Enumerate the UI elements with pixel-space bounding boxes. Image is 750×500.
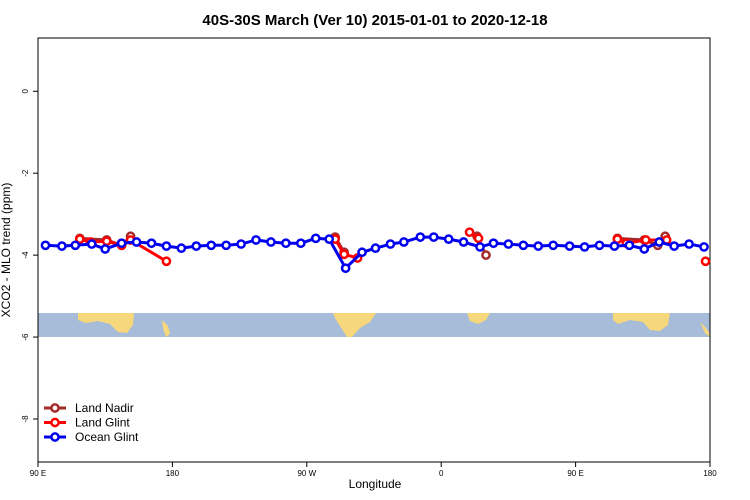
y-tick-label: -2 (21, 169, 30, 177)
data-point (564, 241, 575, 251)
data-point (473, 233, 484, 244)
data-point (221, 240, 232, 251)
x-tick-label: 90 W (297, 469, 316, 478)
data-point (464, 227, 475, 238)
data-point (266, 237, 276, 247)
data-point (370, 243, 381, 254)
data-point (295, 238, 306, 249)
data-point (86, 239, 97, 249)
y-tick-label: -8 (21, 415, 30, 423)
x-tick-label: 180 (166, 469, 180, 478)
data-point (131, 237, 142, 247)
data-point (399, 237, 409, 247)
x-tick-label: 180 (703, 469, 717, 478)
data-point (340, 263, 351, 274)
data-point (699, 242, 709, 252)
data-point (684, 239, 694, 249)
data-point (236, 239, 246, 249)
data-point (624, 240, 635, 251)
data-point (654, 237, 665, 247)
data-point (339, 249, 349, 260)
x-tick-label: 90 E (30, 469, 46, 478)
data-point (700, 256, 711, 267)
data-point (281, 238, 291, 249)
data-point (357, 247, 367, 258)
data-point (533, 241, 544, 251)
data-point (579, 242, 590, 252)
chart-title: 40S-30S March (Ver 10) 2015-01-01 to 202… (202, 12, 547, 29)
legend-marker (50, 403, 60, 413)
data-point (70, 240, 81, 251)
legend-label: Land Nadir (75, 401, 134, 415)
y-tick-label: -4 (21, 251, 30, 259)
data-point (458, 237, 469, 247)
data-point (639, 244, 650, 254)
legend-marker (50, 417, 60, 428)
data-point (443, 234, 454, 244)
data-point (191, 241, 202, 251)
data-point (116, 238, 127, 249)
data-point (481, 250, 491, 260)
data-point (415, 232, 426, 242)
data-point (428, 232, 439, 242)
y-tick-label: 0 (21, 88, 30, 93)
data-point (310, 233, 321, 244)
x-tick-label: 90 E (567, 469, 583, 478)
data-point (161, 241, 172, 251)
data-point (251, 235, 261, 245)
data-point (57, 241, 67, 251)
plot-frame (37, 37, 711, 463)
data-point (206, 240, 217, 251)
data-point (669, 241, 680, 251)
data-point (518, 240, 529, 251)
legend-label: Ocean Glint (75, 430, 139, 444)
data-point (594, 240, 605, 251)
y-tick-label: -6 (21, 333, 30, 341)
legend-label: Land Glint (75, 416, 130, 430)
data-point (74, 234, 85, 244)
data-point (609, 241, 620, 251)
x-axis-label: Longitude (349, 477, 402, 491)
data-point (161, 256, 172, 267)
data-point (503, 239, 514, 249)
x-tick-label: 0 (439, 469, 444, 478)
map-strip (38, 313, 710, 337)
data-point (640, 235, 651, 245)
data-point (100, 244, 111, 254)
legend-marker (50, 432, 60, 442)
data-point (101, 236, 112, 247)
data-point (475, 242, 485, 252)
data-point (548, 240, 559, 251)
data-point (488, 238, 499, 249)
data-point (324, 234, 335, 244)
y-axis-label: XCO2 - MLO trend (ppm) (0, 183, 13, 318)
data-point (176, 243, 187, 254)
data-point (40, 240, 51, 251)
data-point (385, 239, 396, 249)
data-point (146, 238, 157, 249)
